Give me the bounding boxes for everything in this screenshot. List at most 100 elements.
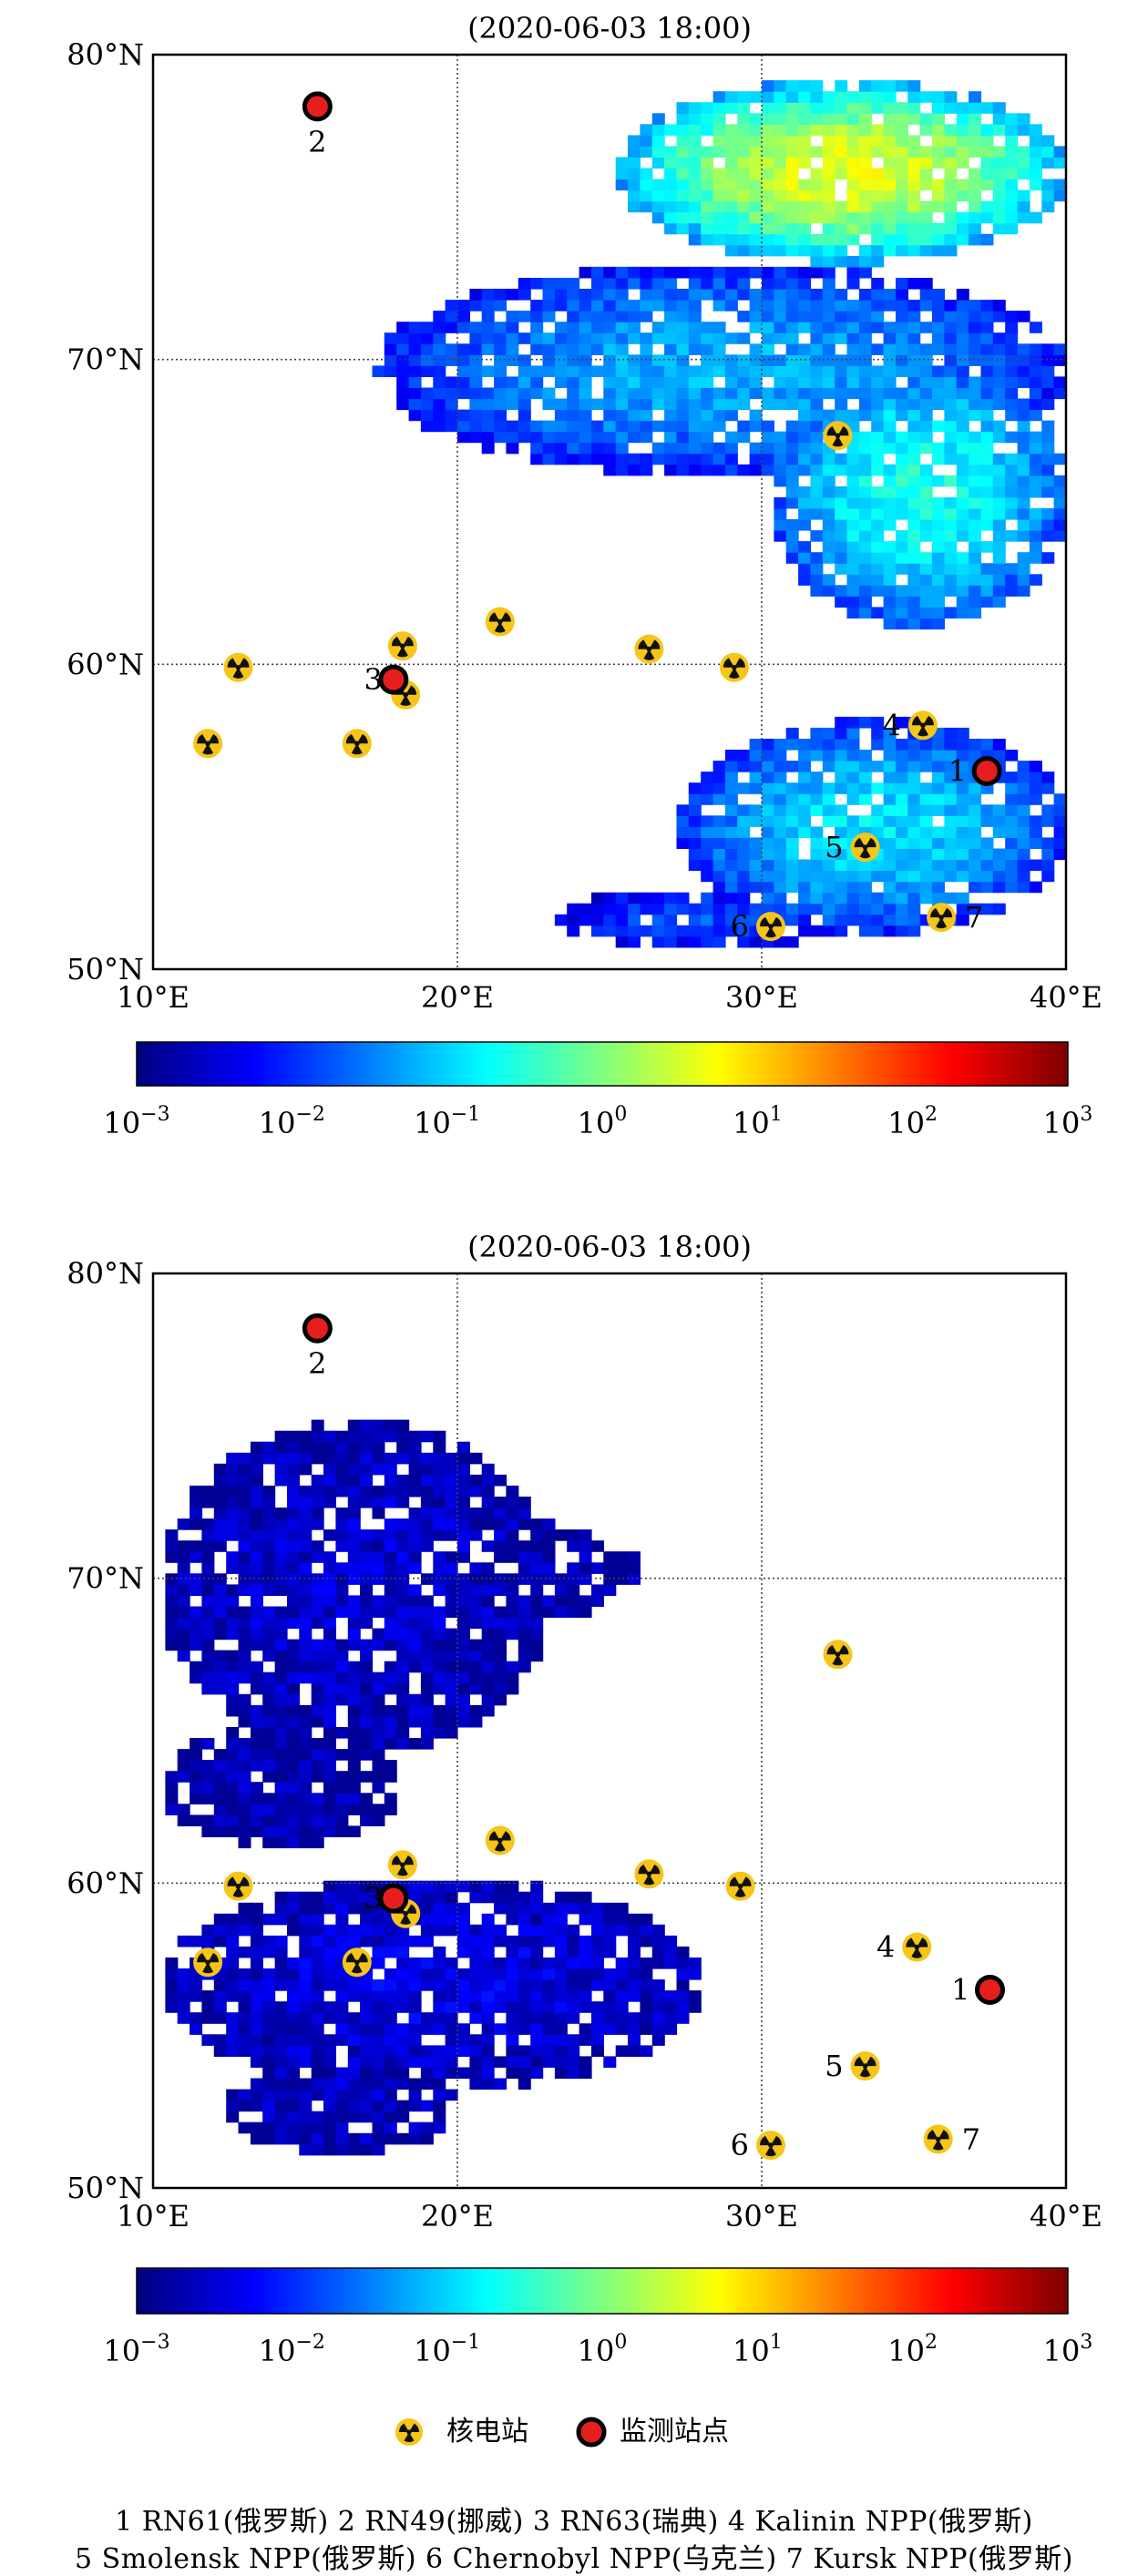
plume-cell: [579, 409, 592, 422]
plume-cell: [603, 365, 617, 377]
plume-cell: [201, 1518, 215, 1530]
plume-cell: [579, 398, 592, 411]
plume-cell: [481, 1990, 495, 2002]
colorbar-segment: [245, 2268, 251, 2314]
plume-cell: [274, 1738, 288, 1750]
plume-cell: [846, 354, 860, 366]
plume-cell: [712, 837, 726, 849]
plume-cell: [688, 914, 702, 926]
plume-cell: [567, 2045, 580, 2057]
plume-cell: [896, 189, 908, 202]
plume-cell: [724, 233, 738, 246]
plume-cell: [944, 848, 958, 861]
plume-cell: [1041, 870, 1055, 883]
nuclear-plant-icon: [923, 2124, 953, 2154]
plume-cell: [177, 1771, 190, 1783]
plume-cell: [1041, 772, 1055, 783]
plume-cell: [1041, 398, 1055, 411]
plume-cell: [846, 508, 860, 520]
plume-cell: [810, 255, 824, 268]
colorbar-segment: [764, 1042, 770, 1086]
plume-cell: [774, 124, 787, 136]
plume-cell: [980, 859, 994, 872]
plume-cell: [408, 1452, 422, 1465]
colorbar-segment: [1048, 2268, 1053, 2314]
colorbar-segment: [570, 1042, 576, 1086]
colorbar-segment: [680, 2268, 685, 2314]
plume-cell: [384, 2056, 397, 2068]
plume-cell: [762, 772, 774, 783]
plume-cell: [347, 2056, 361, 2068]
plume-cell: [445, 1727, 458, 1739]
plume-cell: [335, 1913, 349, 1926]
plume-cell: [542, 2012, 556, 2024]
nuclear-plant-icon: [756, 2131, 785, 2161]
plume-cell: [469, 1529, 483, 1541]
plume-cell: [506, 387, 519, 400]
plume-cell: [664, 332, 678, 344]
colorbar-segment: [532, 1042, 538, 1086]
plume-cell: [932, 607, 945, 618]
y-tick-label: 50°N: [67, 2171, 144, 2205]
colorbar-segment: [776, 2268, 782, 2314]
plume-cell: [420, 2012, 434, 2024]
plume-cell: [190, 1979, 203, 1991]
plume-cell: [420, 1497, 434, 1508]
plume-cell: [518, 387, 531, 400]
plume-cell: [688, 278, 702, 290]
plume-cell: [944, 179, 958, 191]
plume-cell: [944, 157, 958, 169]
plume-cell: [165, 1617, 179, 1630]
colorbar-segment: [726, 2268, 732, 2314]
colorbar-segment: [979, 2268, 983, 2314]
plume-cell: [835, 552, 848, 564]
plume-cell: [347, 1573, 361, 1585]
plume-cell: [420, 1682, 434, 1695]
plume-cell: [177, 1804, 190, 1815]
plume-cell: [457, 1935, 470, 1947]
plume-cell: [762, 761, 774, 772]
plume-cell: [846, 168, 860, 180]
plume-cell: [1017, 508, 1030, 520]
plume-cell: [701, 782, 714, 794]
plume-cell: [567, 2034, 580, 2046]
plume-cell: [287, 1704, 300, 1717]
plume-cell: [883, 541, 897, 553]
plume-cell: [190, 1518, 203, 1530]
colorbar-segment: [897, 1042, 902, 1086]
plume-cell: [896, 387, 908, 400]
plume-cell: [226, 1825, 240, 1837]
plume-cell: [311, 1639, 324, 1651]
plume-cell: [433, 1891, 446, 1904]
plume-cell: [190, 2012, 203, 2024]
plume-cell: [1017, 354, 1030, 366]
plume-cell: [762, 431, 774, 444]
plume-cell: [554, 409, 568, 422]
plume-cell: [542, 1606, 556, 1619]
plume-cell: [591, 1902, 604, 1915]
plume-cell: [226, 1782, 240, 1794]
plume-cell: [774, 793, 787, 805]
colorbar-segment: [742, 2268, 747, 2314]
plume-cell: [664, 157, 678, 169]
colorbar-segment: [199, 2268, 203, 2314]
plume-cell: [835, 870, 848, 883]
plume-cell: [896, 244, 908, 257]
plume-cell: [944, 102, 958, 114]
colorbar-segment: [1060, 2268, 1065, 2314]
plume-cell: [749, 200, 763, 213]
colorbar-segment: [439, 1042, 445, 1086]
plume-cell: [883, 420, 897, 433]
colorbar-segment: [140, 1042, 146, 1086]
plume-cell: [1041, 442, 1055, 455]
plume-cell: [323, 1441, 336, 1454]
plume-cell: [457, 1715, 470, 1728]
plume-cell: [835, 168, 848, 180]
plume-cell: [579, 343, 592, 355]
plume-cell: [360, 1935, 374, 1947]
plume-cell: [651, 124, 665, 136]
plume-cell: [1005, 431, 1019, 444]
plume-cell: [883, 80, 897, 92]
plume-cell: [372, 1749, 385, 1761]
plume-cell: [347, 2067, 361, 2080]
